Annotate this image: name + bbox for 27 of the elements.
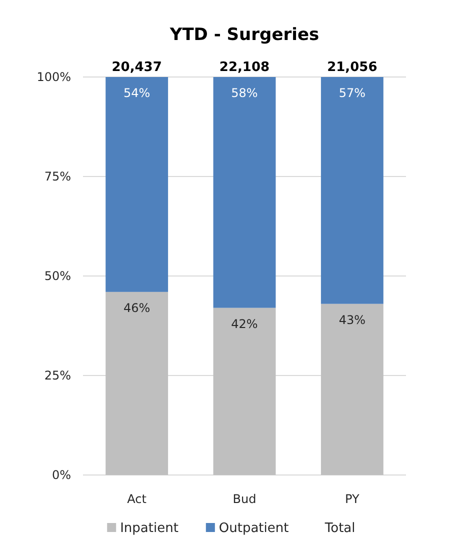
y-tick-label: 50% [44, 269, 71, 283]
bar [320, 77, 384, 304]
x-tick-label: Act [127, 492, 147, 506]
data-label: 46% [123, 300, 150, 315]
bar [213, 77, 276, 308]
x-tick-label: PY [345, 492, 360, 506]
y-tick-label: 25% [44, 368, 71, 382]
annotation: 22,108 [219, 60, 270, 75]
data-label: 58% [231, 86, 258, 100]
bar [213, 308, 276, 475]
x-tick-label: Bud [232, 492, 256, 506]
y-tick-label: 75% [44, 170, 71, 184]
data-label: 54% [123, 86, 150, 100]
annotation: 20,437 [112, 60, 162, 75]
bar [320, 304, 384, 475]
y-tick-label: 0% [52, 468, 71, 482]
annotation: 21,056 [327, 60, 378, 75]
legend-label: Inpatient [120, 521, 178, 536]
data-label: 43% [338, 312, 366, 327]
data-label: 42% [231, 316, 258, 331]
legend-label: Outpatient [218, 521, 289, 536]
text: Total [324, 521, 356, 536]
data-label: 57% [338, 86, 366, 100]
bar [106, 292, 168, 475]
bar [106, 77, 168, 292]
y-tick-label: 100% [36, 70, 71, 84]
chart-title: YTD - Surgeries [168, 25, 320, 45]
